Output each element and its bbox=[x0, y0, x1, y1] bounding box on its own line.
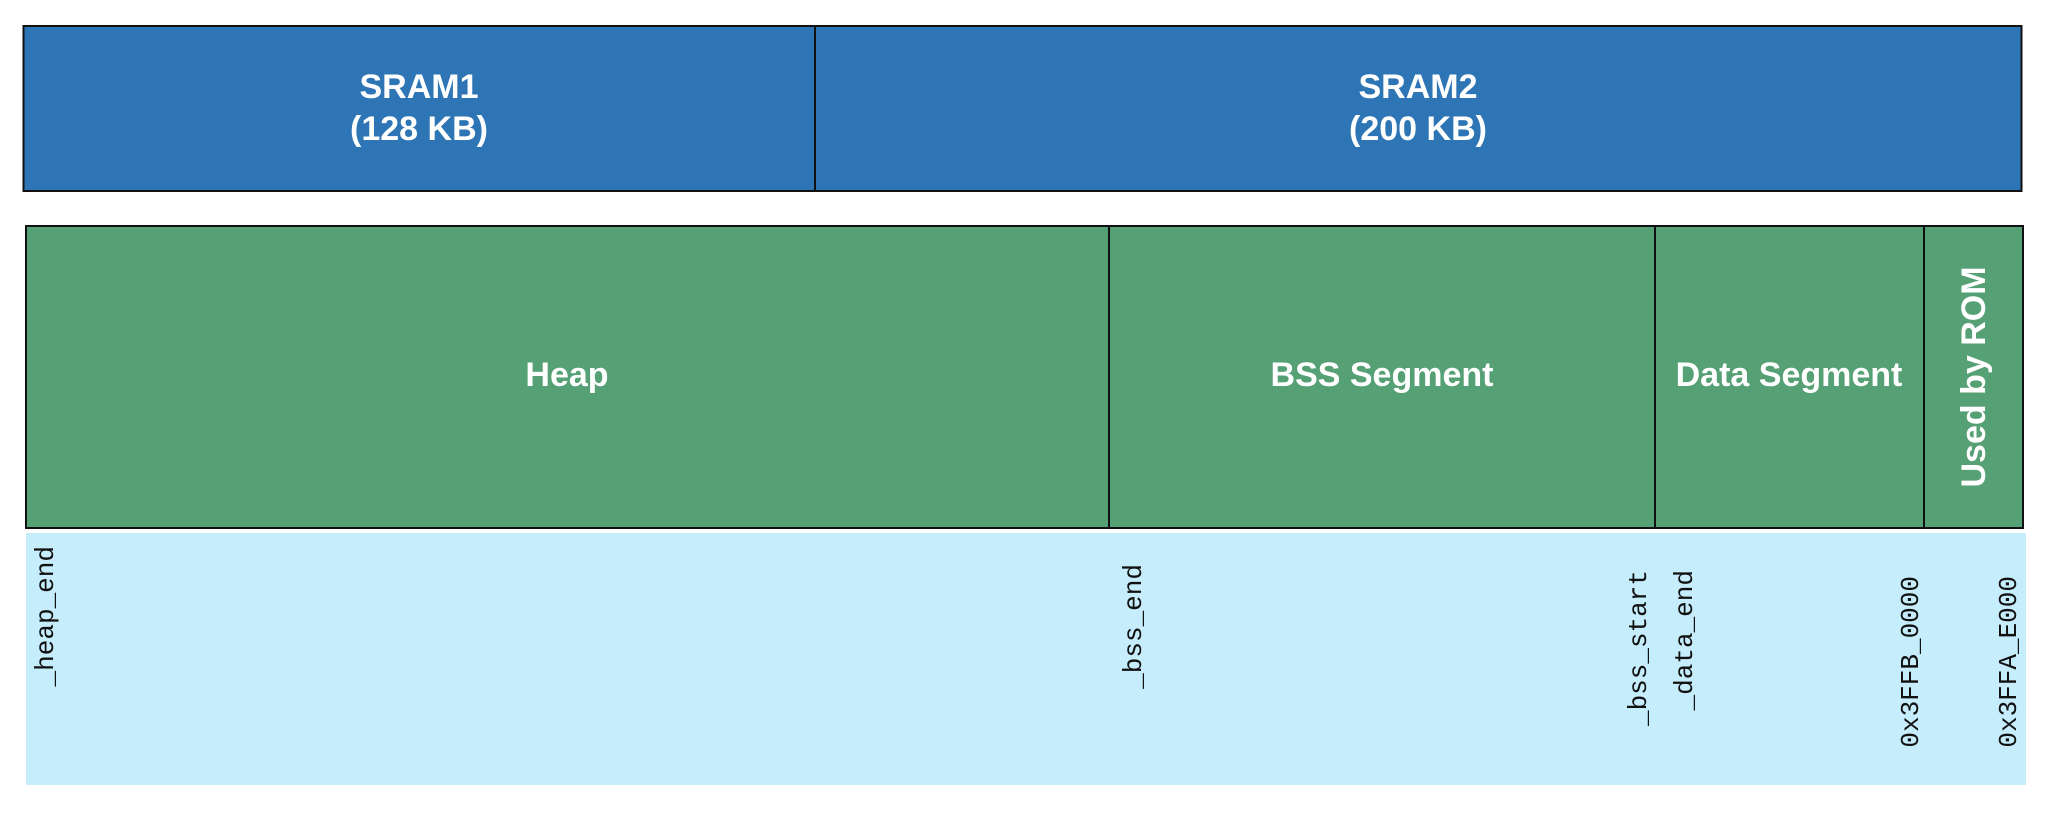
address-label: _heap_end bbox=[31, 546, 61, 687]
address-label: 0x3FFB_0000 bbox=[1896, 576, 1926, 748]
segment-label: BSS Segment bbox=[1271, 356, 1494, 394]
address-area bbox=[26, 533, 2026, 785]
sram-bar bbox=[22, 25, 2023, 192]
address-label: 0x3FFA_E000 bbox=[1994, 576, 2024, 748]
address-label: _bss_start bbox=[1624, 570, 1654, 727]
segment-bar bbox=[25, 225, 2024, 529]
address-label: _data_end bbox=[1670, 570, 1700, 711]
region-name: SRAM1 bbox=[359, 68, 478, 106]
region-size: (200 KB) bbox=[1349, 110, 1487, 148]
segment-label: Data Segment bbox=[1676, 356, 1903, 394]
region-size: (128 KB) bbox=[350, 110, 488, 148]
region-name: SRAM2 bbox=[1358, 68, 1477, 106]
address-label: _bss_end bbox=[1119, 564, 1149, 690]
segment-label: Heap bbox=[525, 356, 608, 394]
segment-label: Used by ROM bbox=[1955, 266, 1993, 487]
